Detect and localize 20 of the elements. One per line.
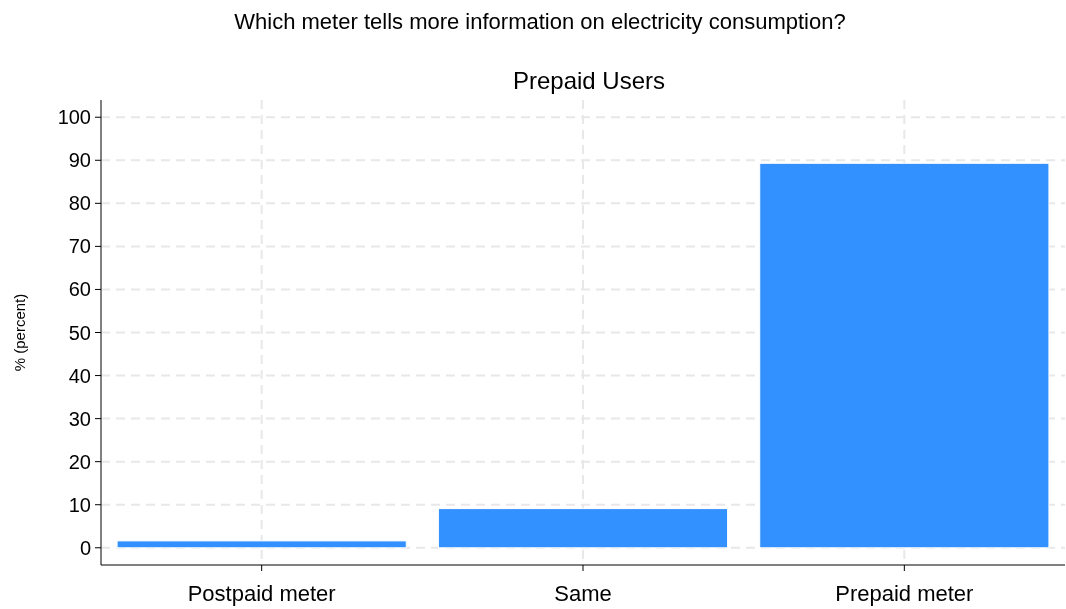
x-tick-label: Prepaid meter bbox=[835, 581, 974, 606]
chart-title: Which meter tells more information on electricity consumption? bbox=[234, 9, 846, 34]
x-tick-label: Same bbox=[554, 581, 612, 606]
y-tick-label: 60 bbox=[68, 278, 91, 301]
y-tick-label: 30 bbox=[68, 407, 91, 430]
y-tick-label: 20 bbox=[68, 450, 91, 473]
chart-subtitle: Prepaid Users bbox=[512, 67, 666, 94]
y-tick-label: 40 bbox=[68, 364, 91, 387]
y-tick-label: 10 bbox=[68, 493, 91, 516]
y-tick-label: 80 bbox=[68, 192, 91, 215]
y-axis-title: % (percent) bbox=[11, 293, 28, 372]
y-tick-label: 0 bbox=[79, 536, 91, 559]
y-tick-label: 100 bbox=[57, 106, 91, 129]
bar bbox=[437, 508, 729, 549]
x-tick-label: Postpaid meter bbox=[187, 581, 336, 606]
bar bbox=[759, 162, 1050, 549]
bar bbox=[116, 540, 407, 549]
y-tick-label: 70 bbox=[68, 235, 91, 258]
y-tick-label: 50 bbox=[68, 321, 91, 344]
y-tick-label: 90 bbox=[68, 149, 91, 172]
